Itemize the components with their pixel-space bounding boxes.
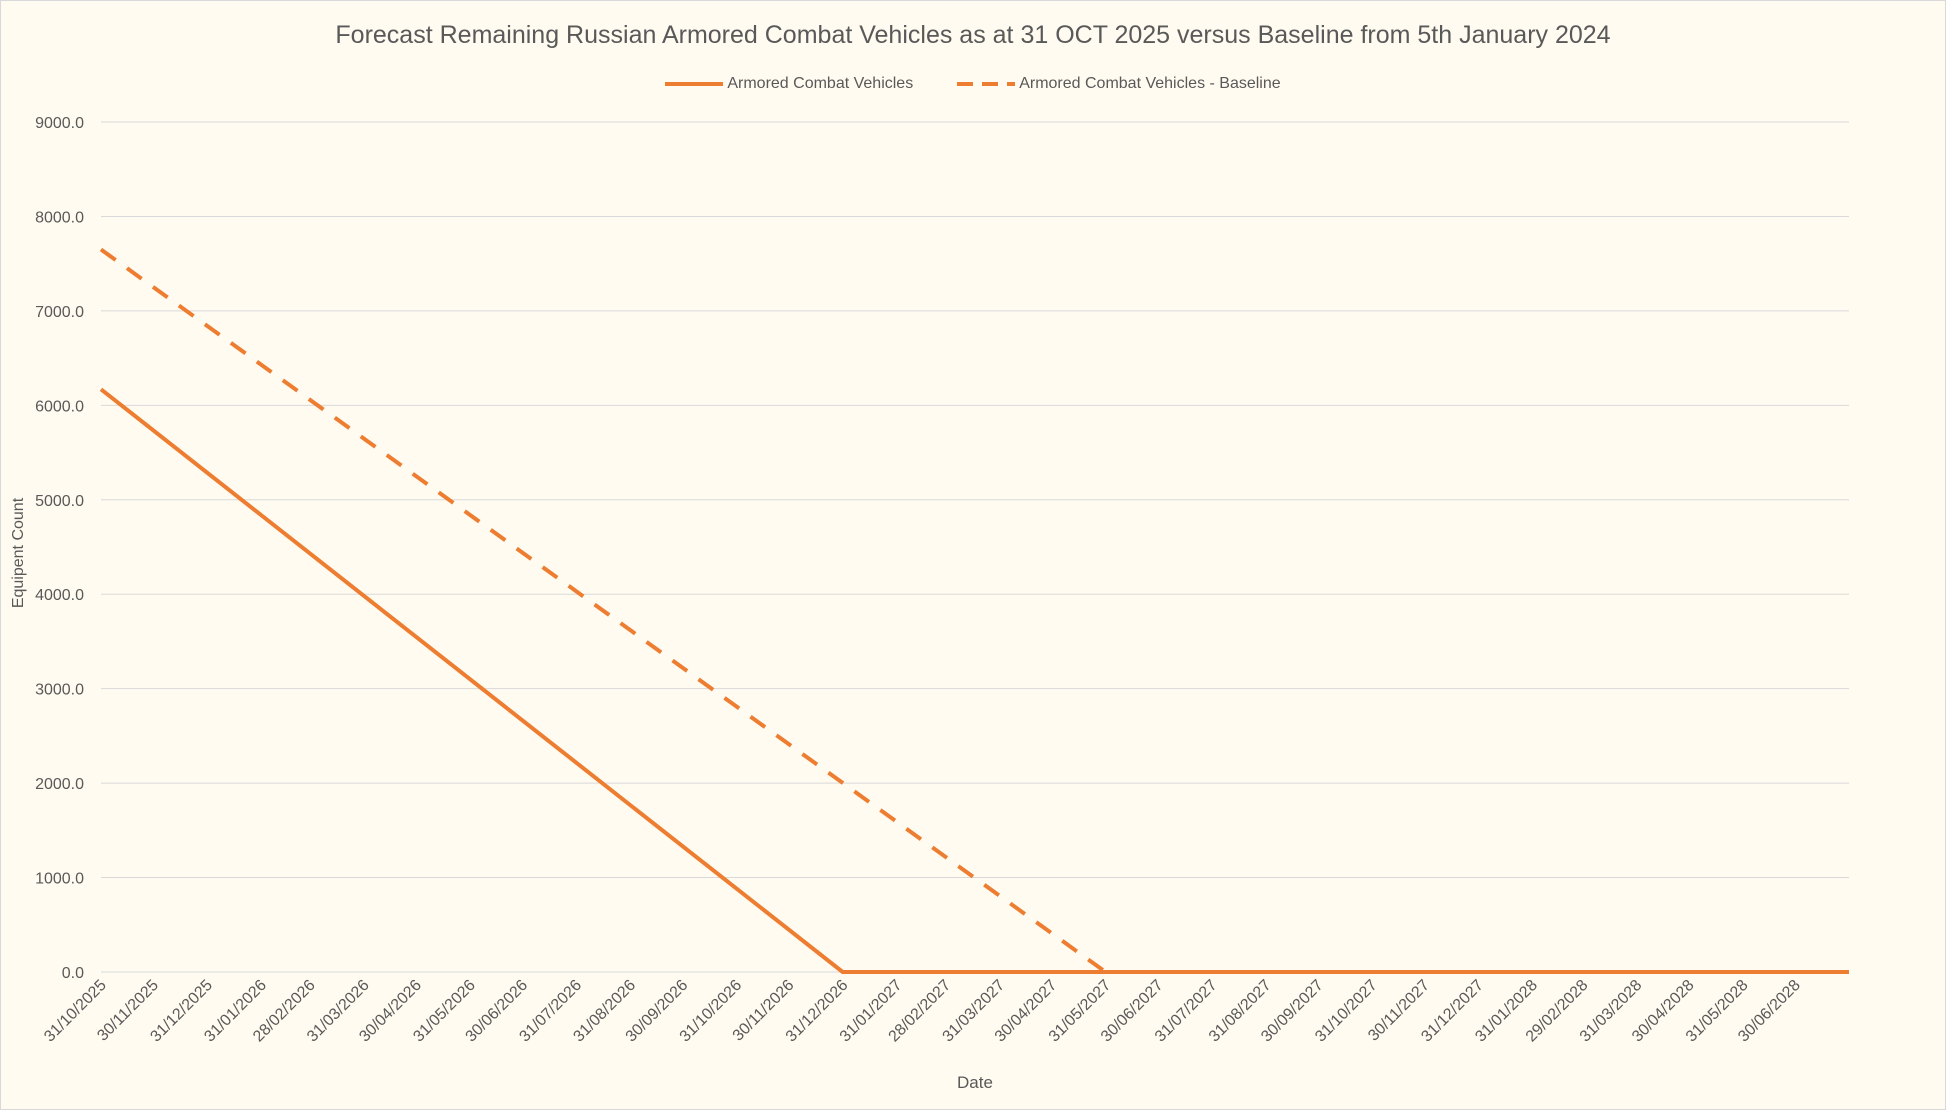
y-tick-label: 7000.0 [35, 304, 84, 321]
y-tick-label: 3000.0 [35, 682, 84, 699]
legend-item-baseline: Armored Combat Vehicles - Baseline [957, 75, 1281, 93]
y-axis-title: Equipent Count [10, 497, 27, 609]
series-line-baseline [99, 247, 1849, 974]
x-axis-title: Date [957, 1073, 993, 1092]
y-tick-label: 4000.0 [35, 587, 84, 604]
y-tick-label: 6000.0 [35, 398, 84, 415]
legend-swatch-solid [665, 82, 724, 86]
y-tick-label: 8000.0 [35, 209, 84, 226]
y-tick-label: 0.0 [62, 965, 84, 982]
y-tick-label: 1000.0 [35, 871, 84, 888]
y-tick-label: 9000.0 [35, 115, 84, 132]
series-line-acv [99, 387, 1849, 974]
y-tick-label: 2000.0 [35, 776, 84, 793]
legend-label-baseline: Armored Combat Vehicles - Baseline [1019, 75, 1281, 92]
legend-swatch-dashed [957, 82, 1016, 86]
y-tick-label: 5000.0 [35, 493, 84, 510]
chart-title: Forecast Remaining Russian Armored Comba… [335, 21, 1611, 49]
legend: Armored Combat Vehicles Armored Combat V… [1, 75, 1945, 93]
legend-label-acv: Armored Combat Vehicles [727, 75, 914, 92]
legend-item-acv: Armored Combat Vehicles [665, 75, 913, 93]
